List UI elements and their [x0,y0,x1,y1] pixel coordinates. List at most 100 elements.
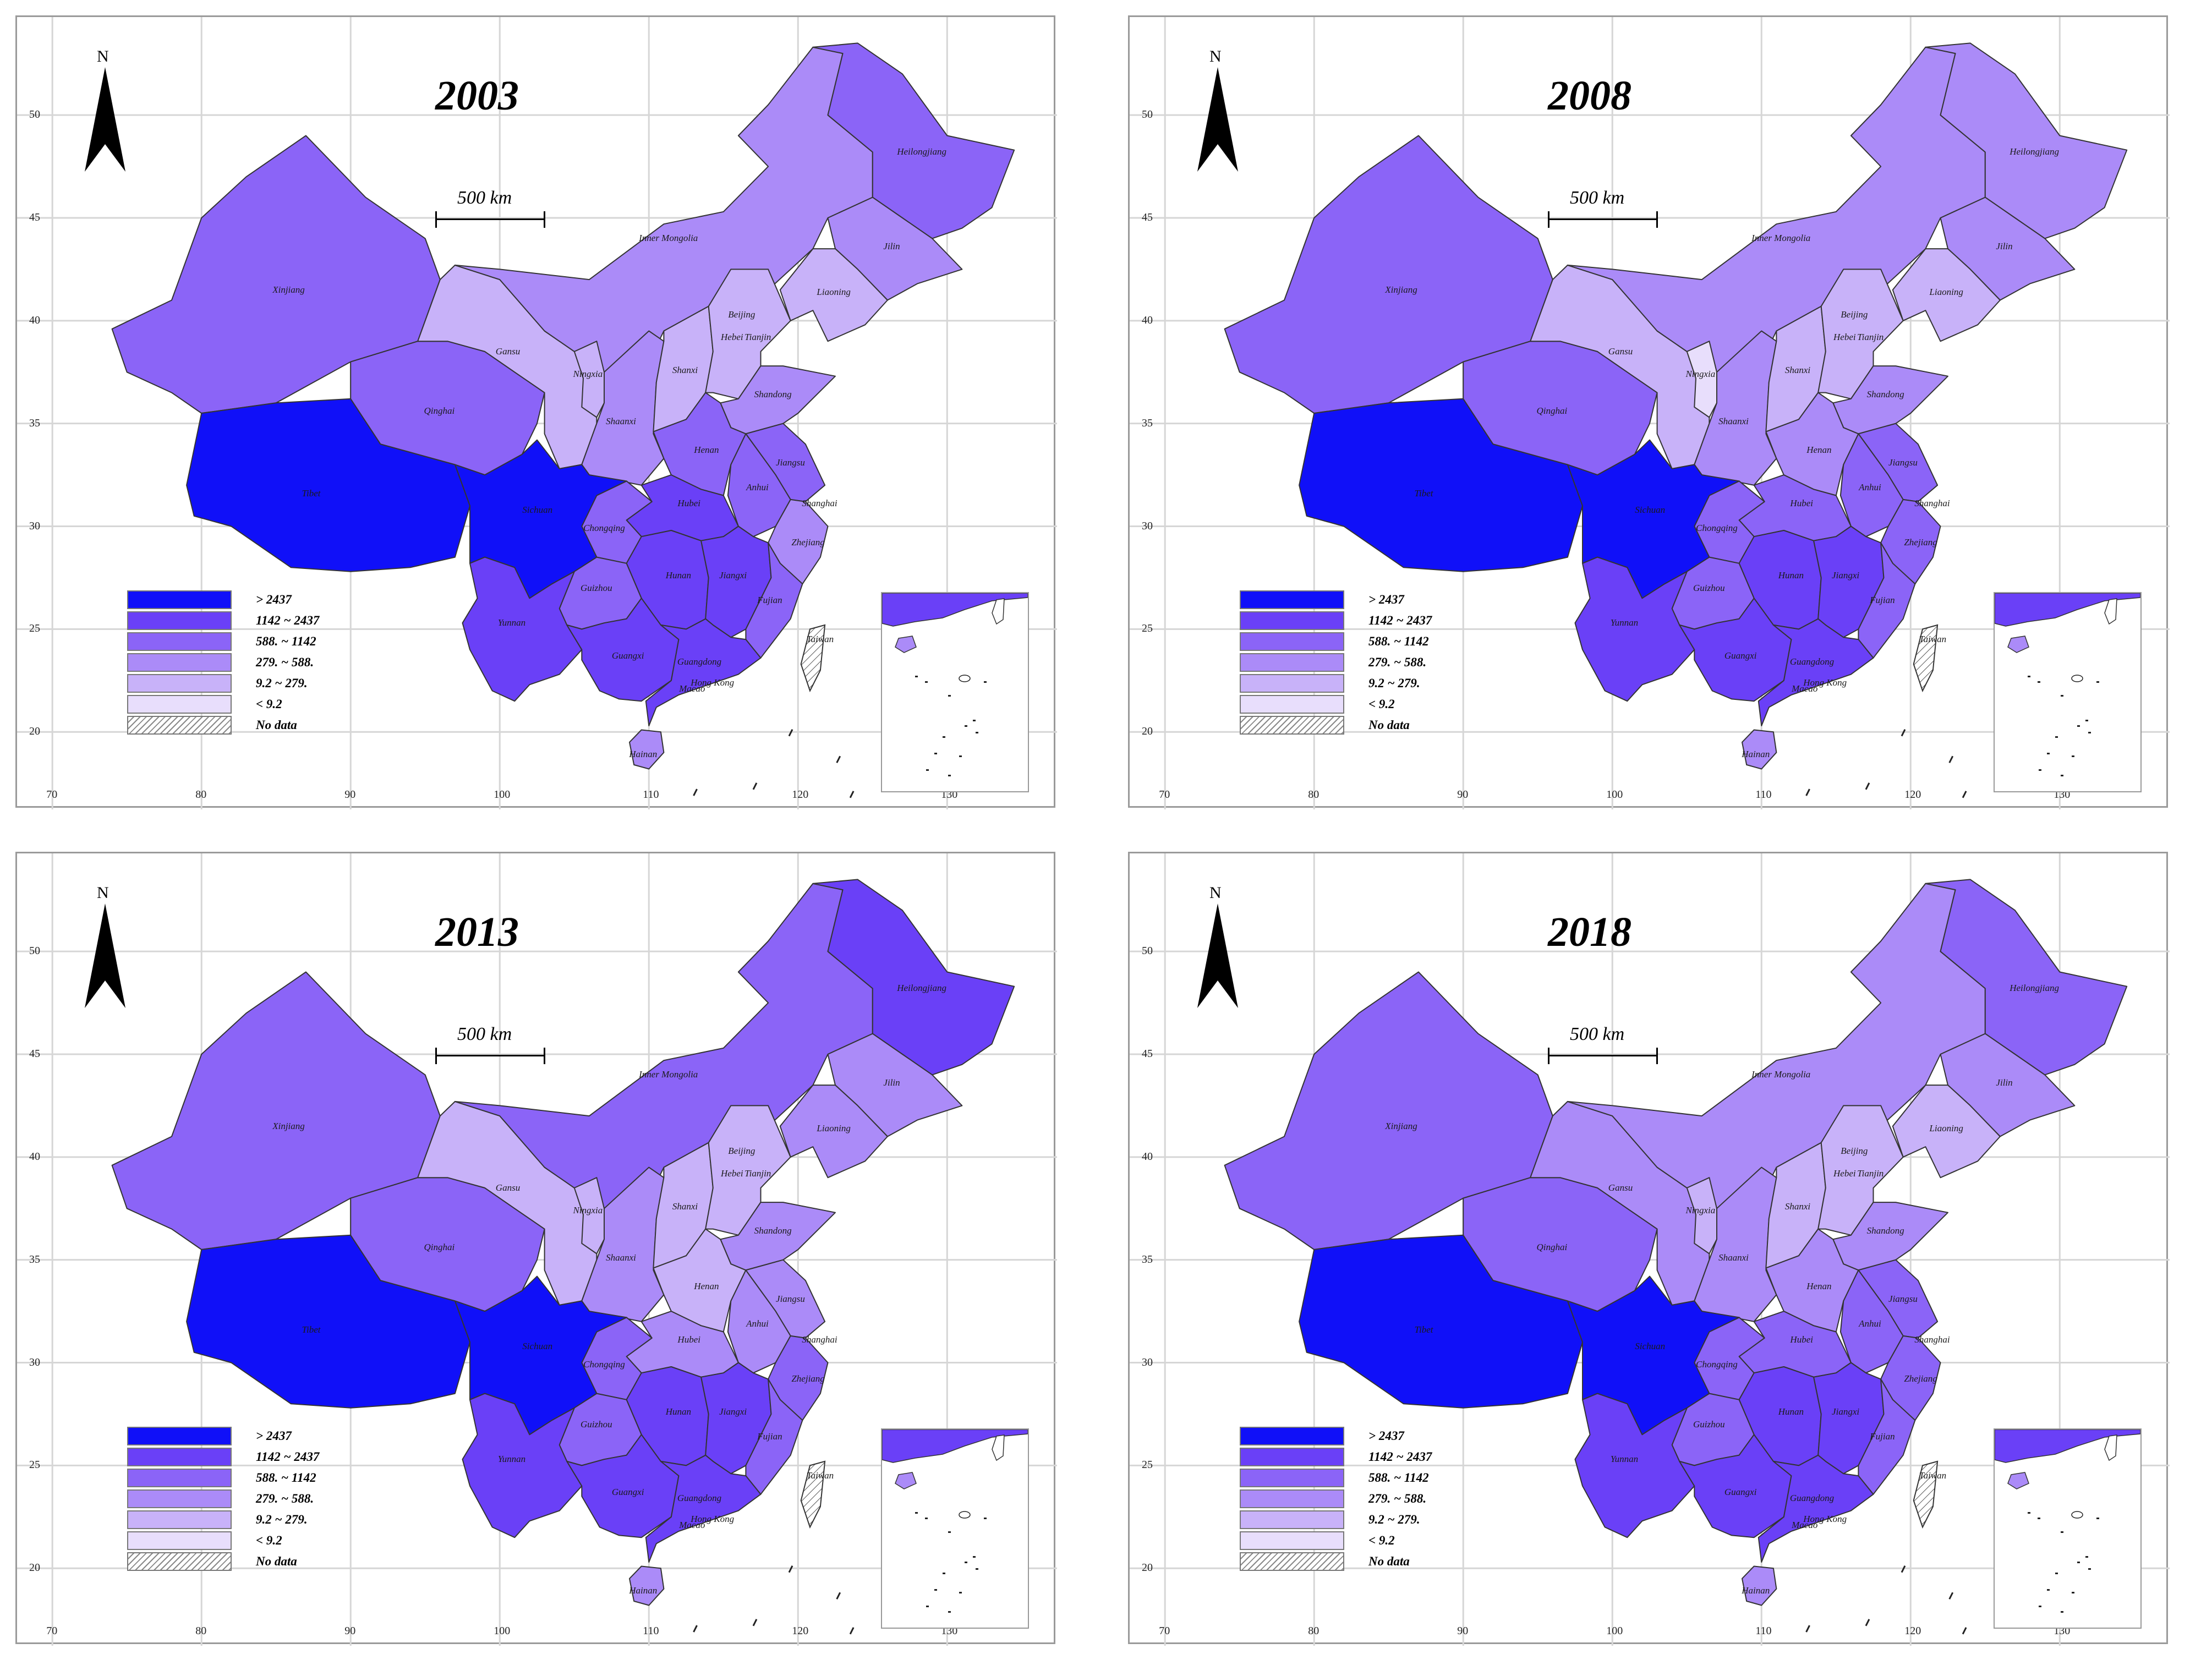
province-label: Guangdong [1789,656,1835,667]
island-mark [943,736,945,738]
year-title: 2018 [1548,909,1631,955]
province-label: Fujian [757,1431,782,1442]
x-tick-label: 90 [1457,1625,1469,1637]
province-label: Heilongjiang [897,983,946,994]
legend-item: 279. ~ 588. [127,652,319,673]
legend-label: No data [1368,718,1410,732]
legend-label: 588. ~ 1142 [1368,1471,1429,1485]
legend-item: 9.2 ~ 279. [1240,673,1432,694]
island-mark [1948,1592,1954,1600]
legend-label: 9.2 ~ 279. [256,676,308,690]
scale-bar-label: 500 km [457,1024,512,1044]
province-label: Fujian [1870,595,1895,606]
north-label: N [97,47,109,65]
legend-swatch [1240,1489,1344,1508]
province-label: Guangdong [677,1493,722,1504]
x-tick-label: 90 [344,788,356,801]
island-mark [948,1531,951,1533]
legend: > 2437 1142 ~ 2437 588. ~ 1142 279. ~ 588. 9… [127,1426,319,1572]
island-mark [2061,1611,2063,1613]
island-mark [849,791,855,798]
map-panel-2008: 70 80 90 100 110 120 130 50 45 40 35 30 25 20 Heilongj… [1128,15,2170,809]
province-label: Guangxi [1724,650,1757,661]
province-label: Tibet [302,488,321,499]
province-label: Macao [1792,1519,1818,1530]
island-mark [849,1627,855,1635]
south-china-sea-inset [1994,592,2142,792]
y-tick-label: 20 [1142,1562,1153,1574]
province-shaanxi [581,330,665,486]
province-label: Shandong [754,1225,792,1236]
y-tick-label: 20 [29,1562,40,1574]
province-label: Hainan [629,749,658,760]
x-tick-label: 110 [1755,1625,1772,1637]
legend-label: No data [256,1554,297,1568]
province-ningxia [573,1177,605,1255]
y-tick-label: 20 [1142,725,1153,738]
legend-label: < 9.2 [1368,697,1395,711]
legend-item: 588. ~ 1142 [1240,1467,1432,1488]
island-mark [752,782,758,790]
y-tick-label: 25 [1142,622,1153,635]
legend-swatch [1240,1510,1344,1529]
province-tibet [1299,1234,1583,1409]
legend-item: 1142 ~ 2437 [127,1447,319,1467]
legend-swatch [127,716,232,735]
x-tick-label: 120 [1904,1625,1921,1637]
legend-swatch [1240,611,1344,630]
province-label: Anhui [746,481,769,492]
legend-item: 279. ~ 588. [1240,1488,1432,1509]
legend-swatch [127,1531,232,1550]
province-hainan [629,1565,665,1606]
province-label: Gansu [495,346,521,357]
province-label: Hebei [1833,331,1856,342]
province-label: Qinghai [1536,1242,1568,1253]
legend-item: < 9.2 [127,694,319,715]
province-label: Ningxia [1685,369,1716,379]
province-label: Macao [679,1519,705,1530]
legend-swatch [1240,590,1344,609]
province-fujian [745,1378,803,1495]
province-label: Guangxi [1724,1486,1757,1497]
legend-item: 9.2 ~ 279. [127,1509,319,1530]
legend-label: 279. ~ 588. [1368,1492,1427,1505]
province-label: Gansu [495,1182,521,1193]
province-guangdong [1757,618,1874,726]
legend-item: 279. ~ 588. [127,1488,319,1509]
island-mark [2039,1606,2041,1607]
province-label: Xinjiang [1385,1120,1417,1131]
legend-item: No data [127,1551,319,1572]
island-mark [2085,720,2088,721]
scale-bar-label: 500 km [1570,188,1625,208]
north-arrow-icon: N [1193,884,1242,1008]
island-mark [788,729,793,737]
legend-swatch [127,1552,232,1571]
province-label: Jiangxi [1832,570,1860,581]
province-label: Anhui [746,1318,769,1329]
legend-label: 588. ~ 1142 [1368,634,1429,648]
x-tick-label: 120 [792,788,809,801]
province-label: Hainan [629,1585,658,1596]
province-label: Henan [1806,1281,1832,1292]
island-mark [943,1573,945,1574]
province-label: Inner Mongolia [639,233,698,244]
y-tick-label: 30 [1142,1356,1153,1368]
province-label: Tianjin [744,1168,771,1179]
legend-label: 279. ~ 588. [256,655,314,669]
legend-swatch [127,1469,232,1487]
province-label: Hubei [677,498,700,509]
province-label: Tianjin [1857,331,1884,342]
province-label: Shanghai [1914,1334,1950,1345]
province-label: Inner Mongolia [1751,233,1811,244]
legend-item: < 9.2 [1240,694,1432,715]
legend-item: > 2437 [1240,1426,1432,1447]
province-label: Anhui [1859,481,1881,492]
island-mark [948,1611,951,1613]
island-mark [2088,732,2091,733]
province-label: Shanghai [802,1334,837,1345]
legend-label: 279. ~ 588. [256,1492,314,1505]
legend-swatch [127,632,232,651]
y-tick-label: 40 [29,314,40,326]
province-label: Beijing [728,309,755,320]
province-label: Hebei [1833,1168,1856,1179]
